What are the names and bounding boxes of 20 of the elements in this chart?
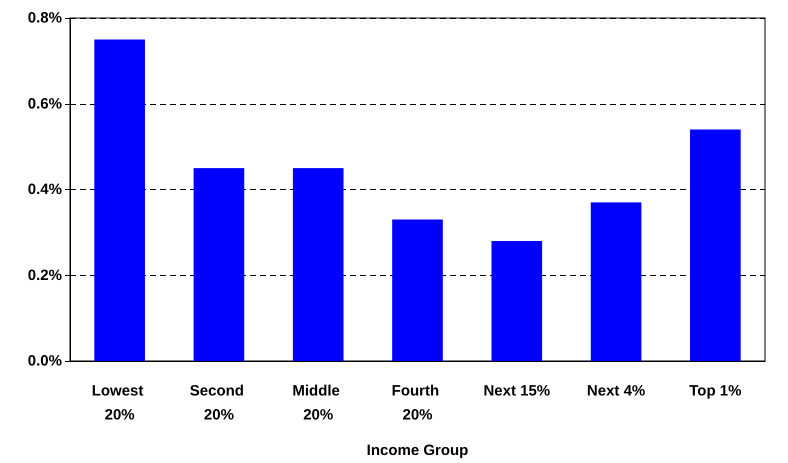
y-tick-label: 0.8%: [28, 10, 62, 26]
bar: [194, 168, 244, 361]
bar: [690, 129, 741, 361]
x-tick-label: Middle 20%: [292, 382, 344, 424]
x-tick-label: Second 20%: [190, 382, 248, 424]
bar: [292, 168, 344, 361]
bar: [590, 202, 642, 361]
x-tick-label: Lowest 20%: [92, 382, 148, 424]
y-tick-label: 0.4%: [28, 181, 62, 198]
x-tick-label: Next 4%: [586, 382, 646, 400]
y-tick-label: 0.2%: [28, 266, 62, 284]
bar: [491, 240, 542, 361]
x-axis-title: Income Group: [366, 442, 468, 459]
y-tick-label: 0.6%: [28, 95, 62, 112]
x-tick-label: Fourth 20%: [392, 382, 444, 424]
x-tick-label: Next 15%: [483, 382, 550, 400]
y-tick-label: 0.0%: [28, 352, 62, 370]
bar: [94, 39, 145, 361]
x-tick-label: Top 1%: [689, 382, 742, 400]
bar: [392, 220, 443, 361]
